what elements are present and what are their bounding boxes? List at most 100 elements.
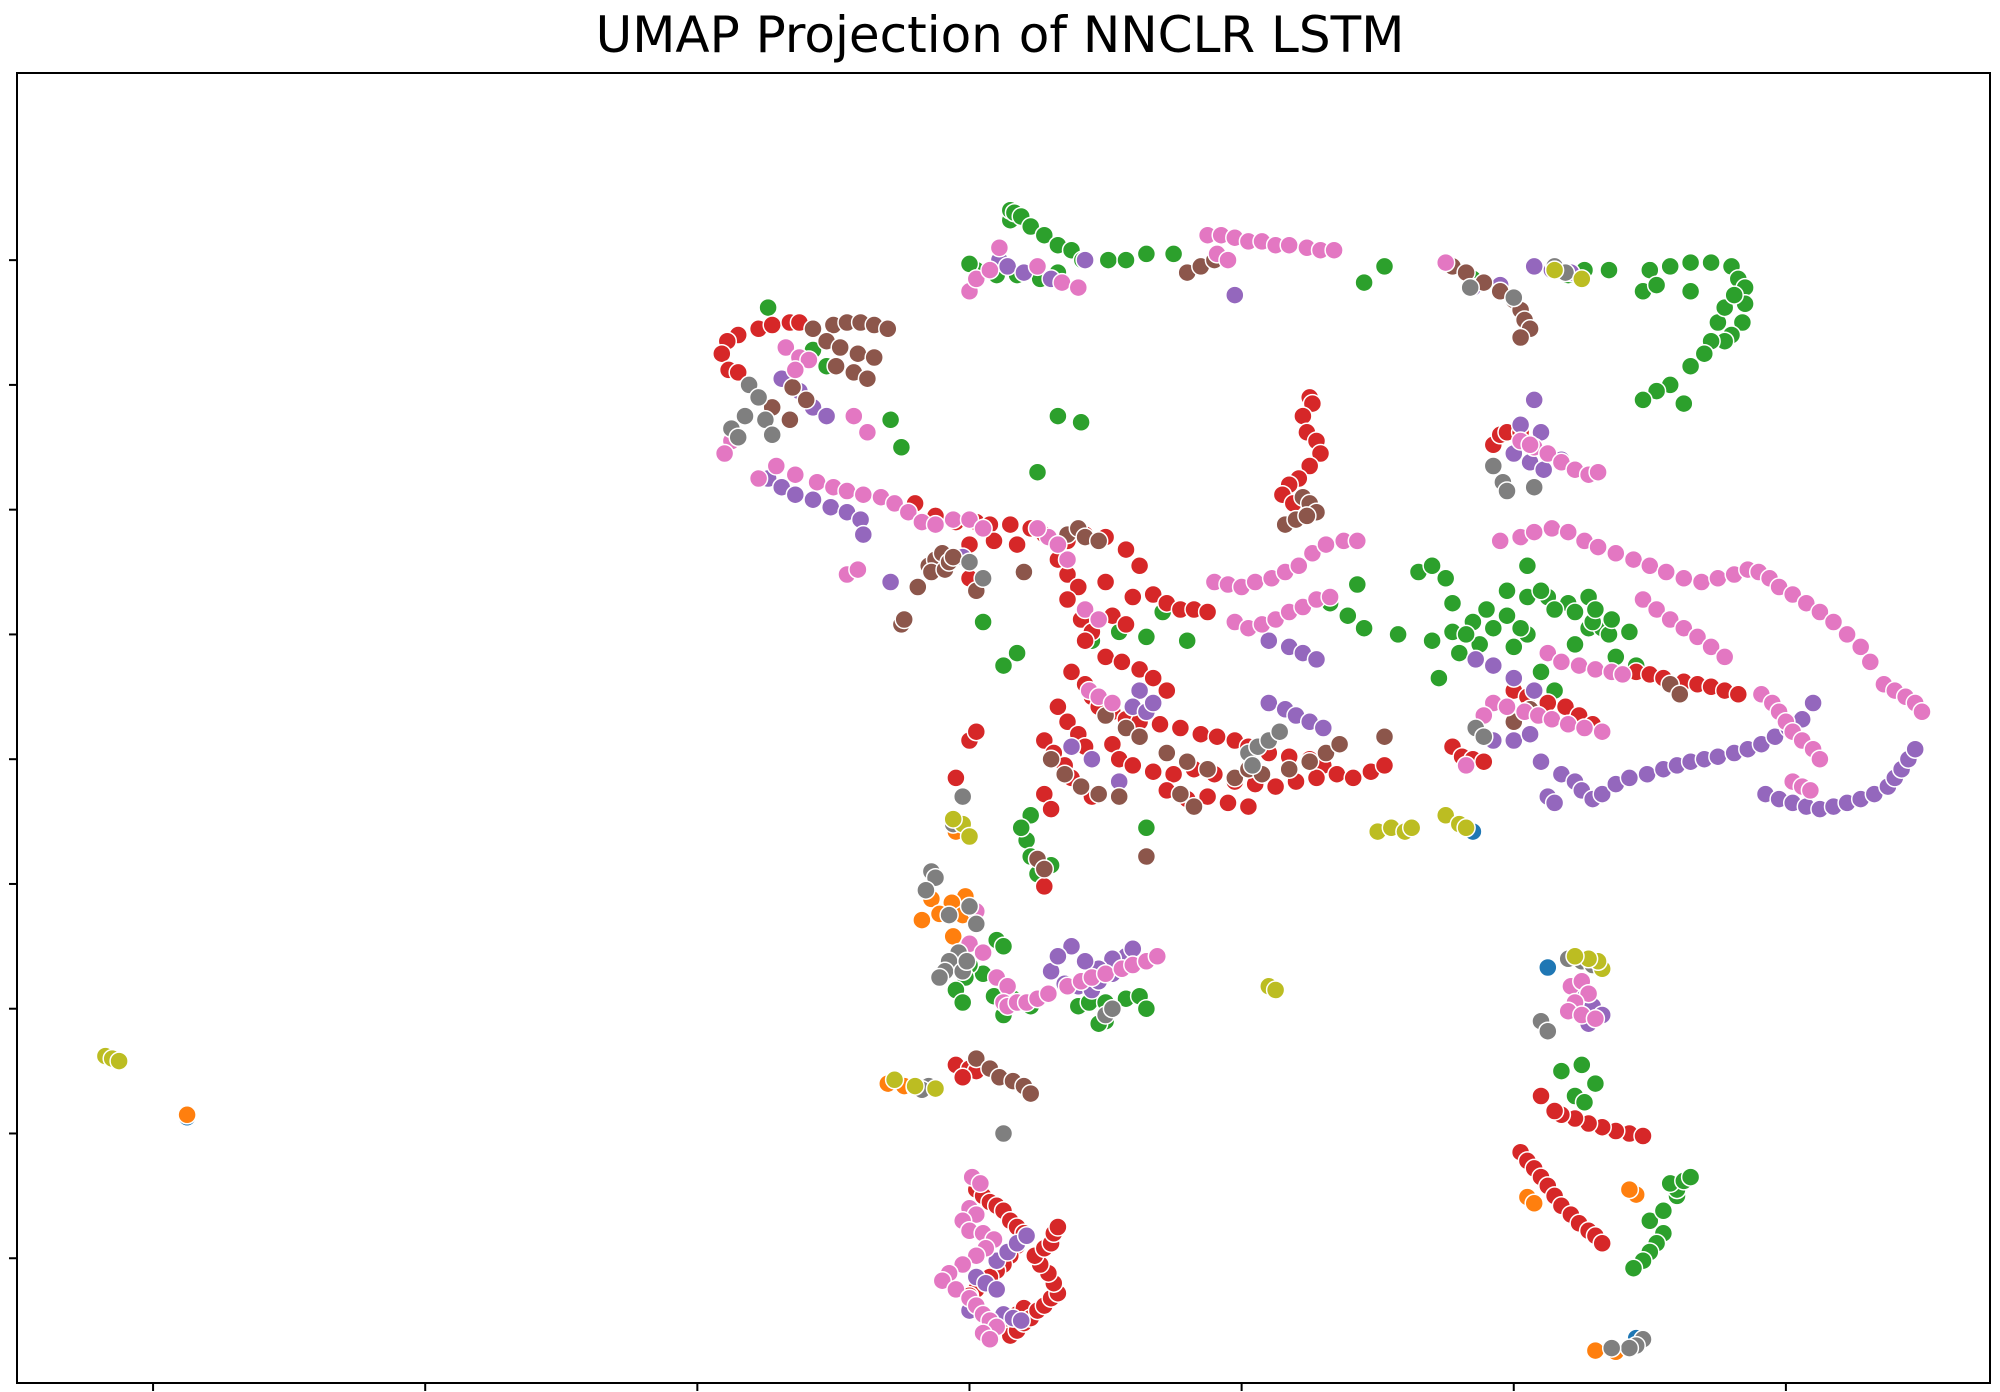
data-point bbox=[1116, 539, 1136, 560]
data-point bbox=[1449, 643, 1470, 663]
data-point bbox=[1606, 543, 1626, 564]
data-point bbox=[1680, 281, 1701, 302]
data-point bbox=[1048, 946, 1068, 967]
data-point bbox=[1538, 957, 1558, 978]
data-point bbox=[816, 406, 837, 426]
data-point bbox=[1068, 577, 1089, 597]
data-point bbox=[1574, 1092, 1595, 1113]
data-point bbox=[959, 552, 980, 572]
data-point bbox=[1225, 285, 1245, 305]
data-point bbox=[826, 356, 846, 376]
data-point bbox=[1129, 659, 1150, 680]
data-point bbox=[959, 826, 980, 847]
data-point bbox=[1728, 684, 1749, 705]
data-point bbox=[1265, 776, 1286, 797]
data-point bbox=[762, 425, 782, 445]
data-point bbox=[1116, 250, 1136, 270]
data-point bbox=[1324, 240, 1344, 260]
data-point bbox=[946, 768, 966, 788]
data-point bbox=[1112, 652, 1132, 672]
data-point bbox=[1531, 662, 1551, 682]
data-point bbox=[932, 1270, 953, 1291]
data-point bbox=[957, 951, 977, 972]
data-point bbox=[1520, 435, 1540, 455]
data-point bbox=[980, 1329, 1000, 1350]
data-point bbox=[1538, 643, 1558, 663]
data-point bbox=[1510, 327, 1531, 348]
data-point bbox=[1057, 712, 1078, 732]
data-point bbox=[1504, 668, 1524, 688]
data-point bbox=[1016, 1226, 1037, 1246]
data-point bbox=[803, 319, 823, 339]
data-point bbox=[1588, 537, 1608, 557]
data-point bbox=[1136, 627, 1157, 647]
data-point bbox=[959, 896, 980, 917]
data-point bbox=[1708, 746, 1728, 767]
data-point bbox=[857, 422, 878, 443]
data-point bbox=[1660, 609, 1680, 630]
data-point bbox=[1048, 406, 1068, 426]
data-point bbox=[1765, 726, 1785, 747]
data-point bbox=[952, 786, 973, 807]
data-point bbox=[1578, 983, 1599, 1004]
data-point bbox=[1000, 514, 1021, 535]
data-point bbox=[830, 337, 850, 358]
data-point bbox=[1038, 983, 1059, 1004]
data-point bbox=[943, 809, 963, 829]
data-point bbox=[785, 484, 806, 505]
data-point bbox=[1585, 1008, 1606, 1029]
data-point bbox=[946, 1279, 966, 1300]
data-point bbox=[884, 1070, 905, 1090]
series-5 bbox=[758, 250, 1925, 1331]
data-point bbox=[973, 518, 993, 539]
data-point bbox=[1601, 609, 1622, 630]
data-point bbox=[1027, 462, 1048, 482]
data-point bbox=[1510, 618, 1531, 638]
data-point bbox=[728, 427, 748, 448]
data-point bbox=[1531, 581, 1551, 601]
data-point bbox=[1701, 252, 1721, 273]
data-point bbox=[973, 942, 993, 963]
data-point bbox=[1612, 664, 1633, 685]
data-point bbox=[943, 509, 963, 530]
data-point bbox=[1460, 277, 1480, 298]
data-point bbox=[1068, 277, 1089, 298]
data-point bbox=[1279, 235, 1299, 255]
data-point bbox=[973, 612, 993, 632]
data-point bbox=[1623, 1258, 1644, 1278]
data-point bbox=[1531, 751, 1551, 772]
data-point bbox=[1810, 749, 1830, 769]
data-point bbox=[929, 967, 950, 988]
data-point bbox=[1143, 693, 1163, 713]
data-point bbox=[1701, 637, 1721, 657]
data-point bbox=[1674, 393, 1694, 414]
data-point bbox=[1474, 751, 1494, 772]
data-point bbox=[1599, 260, 1619, 280]
data-point bbox=[1014, 562, 1034, 582]
data-point bbox=[1306, 768, 1327, 788]
data-point bbox=[1687, 627, 1708, 647]
data-point bbox=[1542, 709, 1562, 730]
data-point bbox=[1245, 572, 1265, 592]
data-point bbox=[1572, 1055, 1592, 1075]
data-point bbox=[939, 905, 959, 925]
data-point bbox=[1660, 256, 1680, 277]
data-point bbox=[748, 387, 769, 408]
data-point bbox=[1316, 534, 1336, 555]
data-point bbox=[878, 319, 898, 339]
data-point bbox=[1327, 764, 1347, 784]
data-point bbox=[1497, 605, 1517, 626]
data-point bbox=[1435, 568, 1456, 589]
data-point bbox=[799, 350, 819, 370]
data-point bbox=[758, 297, 778, 318]
data-point bbox=[1170, 718, 1191, 738]
data-point bbox=[912, 910, 932, 930]
data-point bbox=[1123, 755, 1143, 776]
data-point bbox=[1520, 724, 1540, 744]
data-point bbox=[1782, 584, 1803, 605]
data-point bbox=[1265, 980, 1286, 1000]
data-point bbox=[1177, 630, 1197, 651]
data-point bbox=[1177, 751, 1197, 772]
series-6 bbox=[762, 250, 1690, 1104]
